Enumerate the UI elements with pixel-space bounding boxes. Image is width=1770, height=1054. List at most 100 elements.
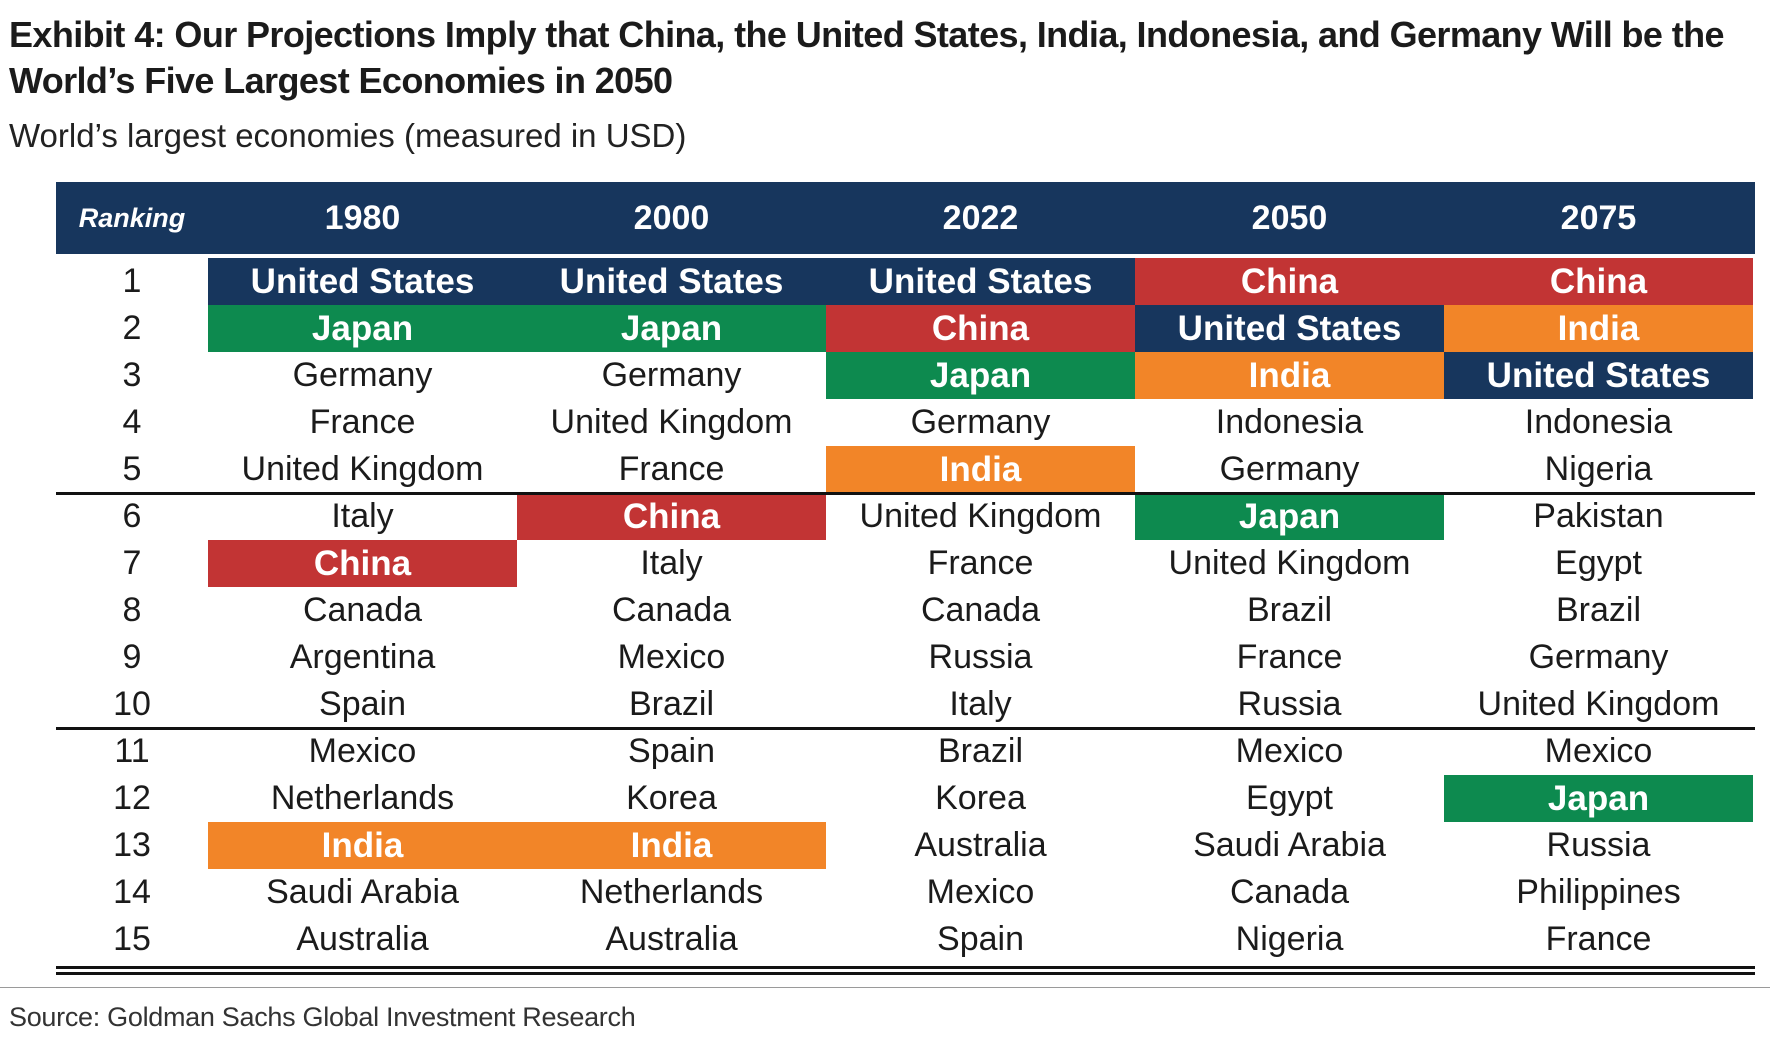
country-cell-mexico: Mexico	[308, 732, 417, 770]
country-cell-philippines: Philippines	[1516, 873, 1681, 911]
country-cell-canada: Canada	[302, 591, 423, 629]
group-separator	[56, 492, 1755, 495]
table-row: 7 China Italy France United Kingdom Egypt	[56, 540, 1755, 587]
country-cell-china: China	[826, 305, 1135, 352]
country-cell-japan: Japan	[1135, 493, 1444, 540]
table-row: 2 Japan Japan China United States India	[56, 305, 1755, 352]
country-cell-united-states: United States	[1444, 352, 1753, 399]
country-cell-netherlands: Netherlands	[270, 779, 455, 817]
country-cell-japan: Japan	[1444, 775, 1753, 822]
rank-cell: 12	[113, 779, 151, 817]
country-cell-brazil: Brazil	[628, 685, 715, 723]
country-cell-egypt: Egypt	[1555, 544, 1642, 582]
table-row: 5 United Kingdom France India Germany Nigeria	[56, 446, 1755, 493]
country-cell-canada: Canada	[1229, 873, 1350, 911]
country-cell-korea: Korea	[935, 779, 1026, 817]
header-year-1980: 1980	[324, 199, 401, 237]
country-cell-united-states: United States	[517, 258, 826, 305]
country-cell-germany: Germany	[910, 403, 1051, 441]
country-cell-canada: Canada	[611, 591, 732, 629]
rank-cell: 7	[122, 544, 142, 582]
rank-cell: 9	[122, 638, 142, 676]
country-cell-nigeria: Nigeria	[1235, 920, 1344, 958]
table-row: 12 Netherlands Korea Korea Egypt Japan	[56, 775, 1755, 822]
table-row: 9 Argentina Mexico Russia France Germany	[56, 634, 1755, 681]
header-year-2075: 2075	[1560, 199, 1637, 237]
country-cell-india: India	[517, 822, 826, 869]
table-row: 13 India India Australia Saudi Arabia Russia	[56, 822, 1755, 869]
table-bottom-rule	[56, 972, 1755, 975]
rank-cell: 5	[122, 450, 142, 488]
country-cell-france: France	[1545, 920, 1652, 958]
table-row: 4 France United Kingdom Germany Indonesia Ind…	[56, 399, 1755, 446]
table-row: 8 Canada Canada Canada Brazil Brazil	[56, 587, 1755, 634]
country-cell-france: France	[1236, 638, 1343, 676]
rank-cell: 8	[122, 591, 142, 629]
country-cell-mexico: Mexico	[617, 638, 726, 676]
country-cell-india: India	[826, 446, 1135, 493]
table-row: 10 Spain Brazil Italy Russia United Kingdom	[56, 681, 1755, 728]
rank-cell: 2	[122, 309, 142, 347]
country-cell-russia: Russia	[1546, 826, 1651, 864]
country-cell-australia: Australia	[296, 920, 429, 958]
table-row: 3 Germany Germany Japan India United States	[56, 352, 1755, 399]
table-row: 1 United States United States United States…	[56, 258, 1755, 305]
country-cell-indonesia: Indonesia	[1524, 403, 1673, 441]
country-cell-japan: Japan	[826, 352, 1135, 399]
rank-cell: 10	[113, 685, 151, 723]
country-cell-germany: Germany	[1219, 450, 1360, 488]
country-cell-brazil: Brazil	[1555, 591, 1642, 629]
country-cell-italy: Italy	[331, 497, 394, 535]
country-cell-germany: Germany	[1528, 638, 1669, 676]
table-row: 14 Saudi Arabia Netherlands Mexico Canada Phi…	[56, 869, 1755, 916]
group-separator	[56, 727, 1755, 730]
country-cell-brazil: Brazil	[1246, 591, 1333, 629]
country-cell-brazil: Brazil	[937, 732, 1024, 770]
country-cell-germany: Germany	[292, 356, 433, 394]
country-cell-germany: Germany	[601, 356, 742, 394]
country-cell-korea: Korea	[626, 779, 717, 817]
country-cell-japan: Japan	[208, 305, 517, 352]
country-cell-australia: Australia	[605, 920, 738, 958]
rank-cell: 13	[113, 826, 151, 864]
country-cell-australia: Australia	[914, 826, 1047, 864]
country-cell-nigeria: Nigeria	[1544, 450, 1653, 488]
country-cell-united-kingdom: United Kingdom	[859, 497, 1102, 535]
country-cell-russia: Russia	[1237, 685, 1342, 723]
country-cell-united-states: United States	[208, 258, 517, 305]
header-year-2000: 2000	[633, 199, 710, 237]
country-cell-india: India	[1444, 305, 1753, 352]
country-cell-argentina: Argentina	[289, 638, 436, 676]
country-cell-italy: Italy	[640, 544, 703, 582]
country-cell-china: China	[1444, 258, 1753, 305]
table-row: 15 Australia Australia Spain Nigeria France	[56, 916, 1755, 963]
country-cell-pakistan: Pakistan	[1533, 497, 1664, 535]
country-cell-united-states: United States	[1135, 305, 1444, 352]
country-cell-saudi-arabia: Saudi Arabia	[266, 873, 459, 911]
country-cell-mexico: Mexico	[1235, 732, 1344, 770]
rank-cell: 15	[113, 920, 151, 958]
country-cell-italy: Italy	[949, 685, 1012, 723]
country-cell-china: China	[517, 493, 826, 540]
country-cell-india: India	[1135, 352, 1444, 399]
country-cell-spain: Spain	[628, 732, 715, 770]
source-divider	[0, 987, 1770, 988]
source-note: Source: Goldman Sachs Global Investment …	[9, 1002, 636, 1032]
country-cell-russia: Russia	[928, 638, 1033, 676]
country-cell-united-kingdom: United Kingdom	[241, 450, 484, 488]
rank-cell: 1	[122, 262, 142, 300]
country-cell-netherlands: Netherlands	[579, 873, 764, 911]
header-year-2050: 2050	[1251, 199, 1328, 237]
country-cell-indonesia: Indonesia	[1215, 403, 1364, 441]
table-row: 11 Mexico Spain Brazil Mexico Mexico	[56, 728, 1755, 775]
country-cell-united-kingdom: United Kingdom	[1477, 685, 1720, 723]
country-cell-canada: Canada	[920, 591, 1041, 629]
rank-cell: 6	[122, 497, 142, 535]
country-cell-united-kingdom: United Kingdom	[550, 403, 793, 441]
chart-subtitle: World’s largest economies (measured in U…	[9, 117, 687, 154]
country-cell-china: China	[1135, 258, 1444, 305]
country-cell-japan: Japan	[517, 305, 826, 352]
country-cell-united-kingdom: United Kingdom	[1168, 544, 1411, 582]
rank-cell: 11	[114, 732, 150, 770]
country-cell-united-states: United States	[826, 258, 1135, 305]
